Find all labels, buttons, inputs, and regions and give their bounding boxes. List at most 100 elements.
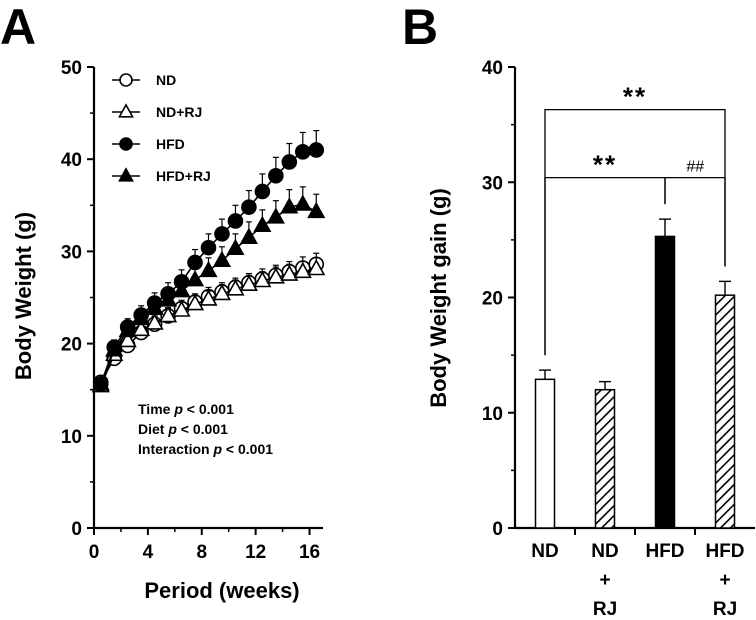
category-label-line: + [719, 570, 730, 591]
data-point [253, 271, 272, 288]
y-tick-label: 10 [482, 404, 503, 425]
data-point [226, 238, 245, 256]
data-point [268, 167, 284, 184]
data-point [307, 259, 326, 276]
data-point [199, 260, 218, 278]
category-label-line: RJ [713, 599, 737, 620]
legend-label-hfd-rj: HFD+RJ [156, 168, 211, 184]
data-point [172, 281, 191, 298]
data-point [145, 313, 164, 330]
bar-hfd-rj [714, 294, 736, 529]
legend-marker-hfd-rj [118, 167, 134, 182]
legend-marker-nd-rj [118, 103, 134, 118]
data-point [266, 267, 285, 284]
legend-label-nd: ND [156, 72, 176, 88]
y-tick-label: 40 [482, 58, 503, 79]
data-point [281, 154, 298, 170]
data-point [187, 254, 203, 271]
stat-interaction: Interaction p < 0.001 [138, 441, 273, 457]
y-tick-label: 10 [61, 427, 82, 448]
data-point [293, 261, 312, 279]
legend-label-hfd: HFD [156, 136, 185, 152]
legend-marker-hfd [119, 137, 133, 151]
data-point [118, 330, 137, 348]
panel-a-xlabel: Period (weeks) [144, 578, 299, 603]
data-point [239, 274, 258, 291]
category-label-line: ND [591, 541, 618, 562]
category-label-line: ND [531, 541, 558, 562]
data-point [199, 289, 218, 306]
significance-label: ** [593, 150, 617, 180]
category-label-line: HFD [645, 541, 684, 562]
data-point [294, 144, 311, 160]
bar-hfd [654, 235, 676, 529]
data-point [227, 213, 244, 229]
bar-nd-rj [594, 388, 616, 529]
panel-a-legend: ND ND+RJ HFD HFD+RJ [112, 72, 211, 184]
data-point [185, 270, 205, 287]
y-tick-label: 30 [482, 173, 503, 194]
data-point [293, 194, 312, 211]
significance-bracket [664, 176, 726, 267]
data-point [212, 250, 232, 268]
category-label-line: HFD [705, 541, 744, 562]
bar-nd [534, 378, 556, 529]
data-point [239, 227, 258, 244]
panel-a-ylabel: Body Weight (g) [11, 212, 36, 380]
panel-a-letter: A [0, 0, 36, 55]
stat-diet: Diet p < 0.001 [138, 421, 228, 437]
data-point [172, 300, 191, 317]
x-tick-label: 4 [143, 542, 154, 563]
panel-b-letter: B [402, 0, 438, 55]
category-label-line: RJ [593, 599, 617, 620]
data-point [159, 290, 178, 307]
series-hfd-rj [91, 186, 326, 391]
y-tick-label: 0 [71, 519, 82, 540]
data-point [185, 294, 205, 311]
x-tick-label: 16 [299, 542, 320, 563]
y-tick-label: 0 [492, 519, 503, 540]
data-point [145, 298, 164, 315]
category-label-nd: ND [531, 541, 558, 562]
data-point [118, 320, 137, 338]
legend-marker-nd [119, 73, 133, 87]
data-point [159, 306, 178, 323]
significance-label: ## [686, 159, 705, 176]
data-point [91, 374, 110, 391]
y-tick-label: 20 [482, 289, 503, 310]
data-point [212, 283, 232, 301]
data-point [266, 207, 285, 224]
significance-bracket [544, 108, 726, 356]
significance-bracket [544, 176, 666, 356]
x-tick-label: 0 [89, 542, 100, 563]
x-tick-label: 12 [245, 542, 266, 563]
data-point [241, 199, 257, 215]
data-point [308, 142, 325, 158]
data-point [132, 319, 151, 337]
data-point [280, 264, 299, 281]
panel-a-plot: 0 4 8 12 16 0 10 20 30 40 50 [61, 58, 326, 563]
y-tick-label: 20 [61, 335, 82, 356]
category-label-hfd-rj: HFD + RJ [705, 541, 744, 620]
category-label-line: + [599, 570, 610, 591]
data-point [254, 183, 271, 200]
data-point [226, 279, 245, 296]
data-point [132, 308, 151, 326]
y-tick-label: 40 [61, 150, 82, 171]
data-point [280, 197, 299, 214]
data-point [253, 215, 272, 232]
y-tick-label: 30 [61, 242, 82, 263]
data-point [105, 340, 124, 357]
panel-b-ylabel: Body Weight gain (g) [426, 188, 451, 408]
category-label-hfd: HFD [645, 541, 684, 562]
y-tick-label: 50 [61, 58, 82, 79]
data-point [200, 239, 217, 256]
data-point [214, 226, 230, 242]
legend-label-nd-rj: ND+RJ [156, 104, 202, 120]
significance-label: ** [623, 82, 647, 112]
category-label-nd-rj: ND + RJ [591, 541, 618, 620]
x-tick-label: 8 [196, 542, 207, 563]
panel-b-plot: 0 10 20 30 40 ND ND + RJ HFD HFD + RJ ** ** ## [482, 58, 755, 620]
